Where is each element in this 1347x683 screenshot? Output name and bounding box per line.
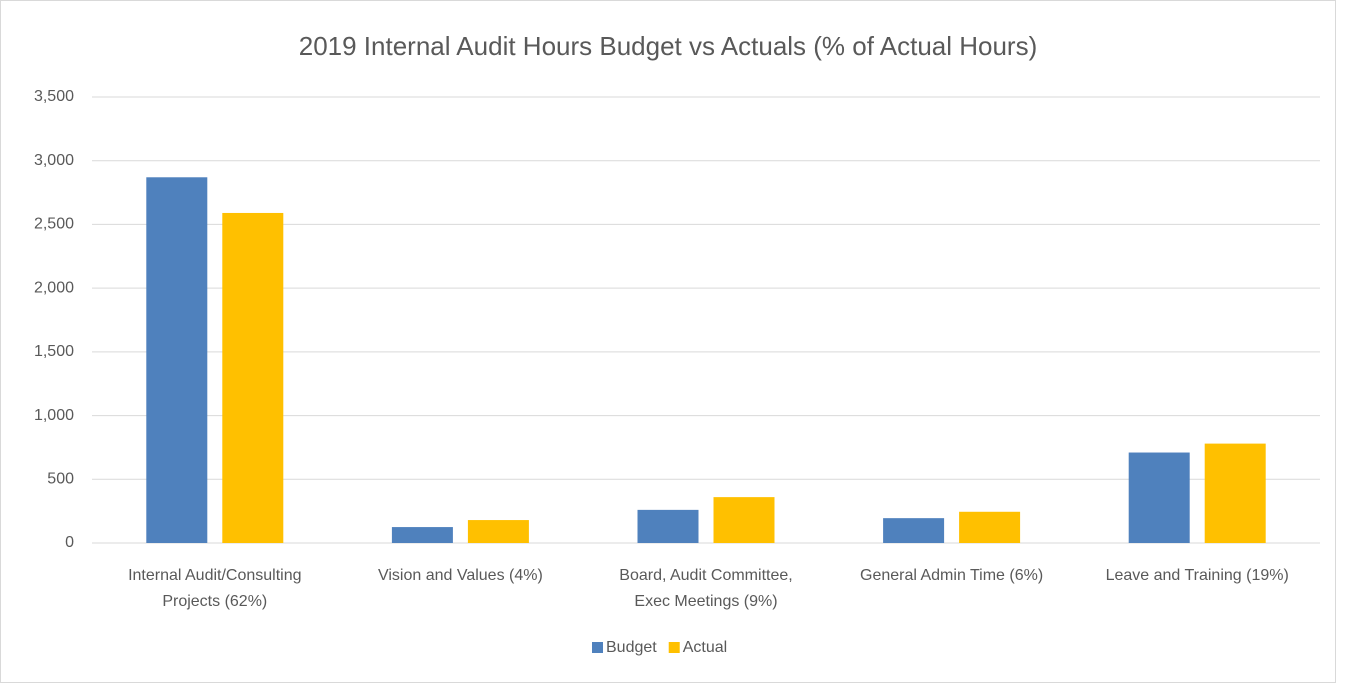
- legend-swatch: [668, 642, 680, 653]
- bar: [713, 497, 775, 543]
- bar: [467, 520, 529, 543]
- bar: [883, 518, 945, 543]
- legend-label: Actual: [683, 639, 727, 656]
- legend-label: Budget: [606, 639, 657, 656]
- bar: [959, 511, 1021, 543]
- y-tick-label: 2,000: [34, 279, 74, 296]
- chart-title: 2019 Internal Audit Hours Budget vs Actu…: [299, 31, 1038, 61]
- y-tick-label: 1,500: [34, 343, 74, 360]
- x-tick-label: Leave and Training (19%): [1106, 567, 1289, 584]
- x-tick-label: General Admin Time (6%): [860, 567, 1043, 584]
- y-tick-label: 3,500: [34, 88, 74, 105]
- y-tick-label: 500: [47, 471, 74, 488]
- y-tick-label: 2,500: [34, 216, 74, 233]
- x-tick-label: Exec Meetings (9%): [634, 593, 777, 610]
- bar: [1128, 452, 1190, 543]
- y-tick-label: 0: [65, 534, 74, 551]
- y-tick-label: 1,000: [34, 407, 74, 424]
- bar: [146, 177, 208, 543]
- bar: [391, 527, 453, 543]
- x-tick-label: Vision and Values (4%): [378, 567, 543, 584]
- x-tick-label: Board, Audit Committee,: [619, 567, 792, 584]
- y-tick-label: 3,000: [34, 152, 74, 169]
- x-tick-label: Projects (62%): [162, 593, 267, 610]
- x-tick-label: Internal Audit/Consulting: [128, 567, 301, 584]
- legend-swatch: [592, 642, 603, 653]
- bar: [1204, 443, 1266, 543]
- bar: [222, 212, 284, 543]
- bar: [637, 509, 699, 543]
